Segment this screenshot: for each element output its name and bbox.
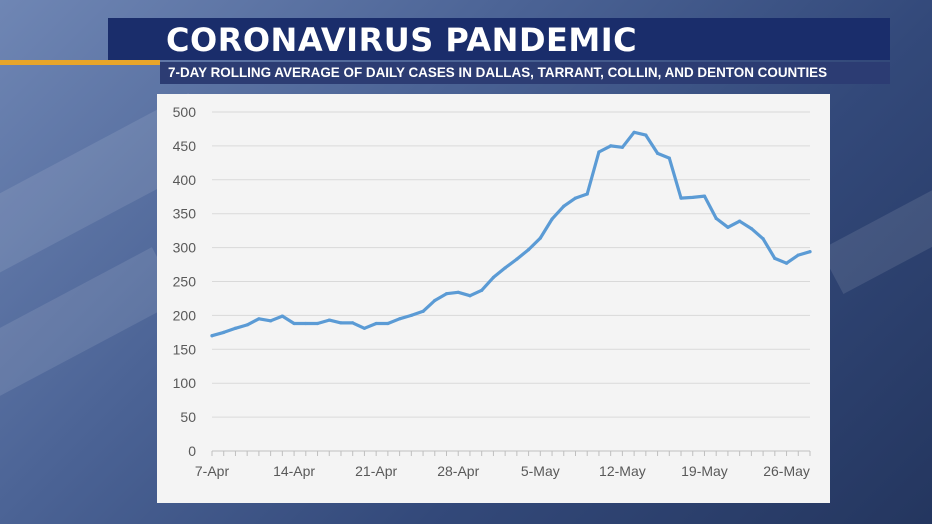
accent-line	[0, 60, 160, 65]
data-point	[444, 292, 449, 296]
data-point	[702, 194, 707, 198]
gridlines	[212, 111, 810, 452]
data-point	[632, 130, 636, 134]
data-point	[362, 326, 367, 330]
data-point	[374, 321, 378, 326]
x-tick-label: 5-May	[521, 463, 560, 479]
data-point	[409, 313, 413, 317]
data-point	[339, 321, 343, 325]
data-point	[585, 192, 589, 196]
x-tick-label: 7-Apr	[195, 463, 230, 479]
data-point	[245, 323, 249, 327]
data-point	[538, 236, 542, 240]
x-axis: 7-Apr 14-Apr 21-Apr 28-Apr 5-May 12-May 19-May…	[195, 451, 811, 479]
data-point	[433, 298, 437, 303]
data-point	[761, 237, 765, 241]
data-point	[480, 288, 484, 292]
line-chart: 0 50 100 150 200 250 300 350 400 450 500 7-Apr 14-A…	[173, 104, 812, 479]
data-point	[386, 321, 390, 326]
y-tick-label: 250	[173, 274, 197, 290]
y-tick-label: 450	[173, 138, 197, 154]
series-layer	[210, 130, 812, 338]
data-point	[292, 321, 296, 326]
data-point	[503, 266, 507, 270]
y-tick-label: 400	[173, 172, 197, 188]
data-point	[526, 248, 531, 252]
data-point	[222, 330, 226, 334]
data-point	[456, 290, 460, 294]
data-point	[233, 326, 238, 330]
y-tick-label: 300	[173, 240, 197, 256]
data-point	[796, 253, 800, 257]
x-tick-label: 26-May	[763, 463, 810, 479]
data-point	[280, 314, 284, 318]
data-point	[691, 195, 695, 200]
data-point	[210, 334, 214, 338]
title-bar: CORONAVIRUS PANDEMIC	[108, 18, 890, 60]
background-streak	[0, 247, 181, 413]
data-point	[515, 257, 519, 261]
data-point	[679, 196, 683, 200]
data-point	[550, 217, 554, 221]
data-point	[655, 151, 660, 155]
data-point	[784, 261, 789, 265]
y-tick-label: 50	[180, 409, 196, 425]
data-point	[269, 319, 273, 323]
chart-subtitle: 7-DAY ROLLING AVERAGE OF DAILY CASES IN …	[168, 64, 828, 80]
data-point	[573, 196, 578, 200]
y-axis-ticks: 0 50 100 150 200 250 300 350 400 450 500	[173, 104, 197, 459]
data-point	[421, 309, 425, 313]
y-tick-label: 200	[173, 307, 197, 323]
data-point	[304, 321, 308, 326]
data-point	[667, 156, 671, 160]
x-tick-label: 14-Apr	[273, 463, 315, 479]
data-point	[620, 145, 624, 149]
data-point	[257, 317, 261, 321]
data-point	[327, 318, 331, 322]
y-tick-label: 0	[188, 443, 196, 459]
data-point	[398, 317, 402, 321]
chart-panel: 0 50 100 150 200 250 300 350 400 450 500 7-Apr 14-A…	[157, 94, 830, 503]
data-point	[726, 225, 730, 229]
data-point	[491, 275, 496, 280]
data-point	[808, 250, 812, 254]
x-tick-label: 28-Apr	[437, 463, 479, 479]
x-tick-label: 12-May	[599, 463, 646, 479]
page-title: CORONAVIRUS PANDEMIC	[166, 21, 638, 59]
background-streak	[819, 155, 932, 295]
data-point	[597, 150, 601, 154]
y-tick-label: 100	[173, 375, 197, 391]
y-tick-label: 150	[173, 341, 197, 357]
data-point	[714, 216, 718, 221]
y-tick-label: 500	[173, 104, 197, 120]
subtitle-bar: 7-DAY ROLLING AVERAGE OF DAILY CASES IN …	[160, 62, 890, 84]
data-point	[315, 321, 320, 326]
data-point	[644, 133, 648, 137]
series-line	[210, 130, 812, 338]
x-tick-label: 19-May	[681, 463, 728, 479]
data-point	[468, 294, 472, 298]
data-point	[351, 321, 355, 325]
y-tick-label: 350	[173, 206, 197, 222]
data-point	[609, 144, 613, 148]
data-point	[738, 219, 742, 223]
x-tick-label: 21-Apr	[355, 463, 397, 479]
data-point	[773, 256, 777, 261]
data-point	[749, 227, 753, 231]
data-point	[562, 204, 566, 208]
